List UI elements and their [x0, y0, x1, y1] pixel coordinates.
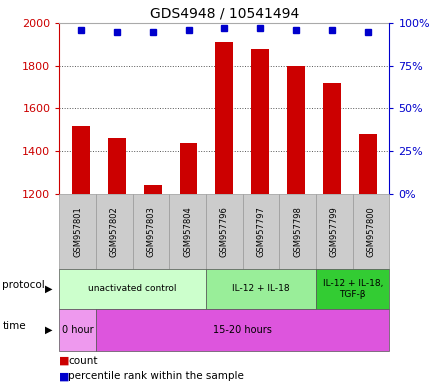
Text: GSM957800: GSM957800 — [367, 206, 376, 257]
Bar — [243, 194, 279, 269]
Bar — [251, 49, 269, 194]
Bar — [180, 143, 198, 194]
Text: time: time — [2, 321, 26, 331]
Text: GSM957804: GSM957804 — [183, 206, 192, 257]
Text: GSM957799: GSM957799 — [330, 206, 339, 257]
Text: unactivated control: unactivated control — [88, 285, 177, 293]
Text: ▶: ▶ — [44, 325, 52, 335]
Text: GSM957798: GSM957798 — [293, 206, 302, 257]
Bar — [59, 269, 206, 309]
Text: 0 hour: 0 hour — [62, 325, 94, 335]
Bar — [287, 66, 305, 194]
Text: ■: ■ — [59, 371, 70, 381]
Text: GSM957797: GSM957797 — [257, 206, 266, 257]
Text: GSM957803: GSM957803 — [147, 206, 156, 257]
Text: GSM957802: GSM957802 — [110, 206, 119, 257]
Text: percentile rank within the sample: percentile rank within the sample — [68, 371, 244, 381]
Bar — [144, 185, 161, 194]
Bar — [133, 194, 169, 269]
Bar — [96, 309, 389, 351]
Text: IL-12 + IL-18,
TGF-β: IL-12 + IL-18, TGF-β — [323, 279, 383, 299]
Bar — [359, 134, 377, 194]
Text: ■: ■ — [59, 356, 70, 366]
Bar — [96, 194, 133, 269]
Bar — [206, 194, 243, 269]
Bar — [169, 194, 206, 269]
Bar — [323, 83, 341, 194]
Bar — [279, 194, 316, 269]
Text: ▶: ▶ — [44, 284, 52, 294]
Bar — [353, 194, 389, 269]
Bar — [216, 42, 233, 194]
Text: GSM957796: GSM957796 — [220, 206, 229, 257]
Bar — [59, 194, 96, 269]
Title: GDS4948 / 10541494: GDS4948 / 10541494 — [150, 7, 299, 20]
Text: 15-20 hours: 15-20 hours — [213, 325, 272, 335]
Text: GSM957801: GSM957801 — [73, 206, 82, 257]
Bar — [316, 194, 353, 269]
Bar — [206, 269, 316, 309]
Bar — [316, 269, 389, 309]
Text: count: count — [68, 356, 98, 366]
Text: IL-12 + IL-18: IL-12 + IL-18 — [232, 285, 290, 293]
Bar — [108, 138, 126, 194]
Bar — [59, 309, 96, 351]
Text: protocol: protocol — [2, 280, 45, 290]
Bar — [72, 126, 90, 194]
